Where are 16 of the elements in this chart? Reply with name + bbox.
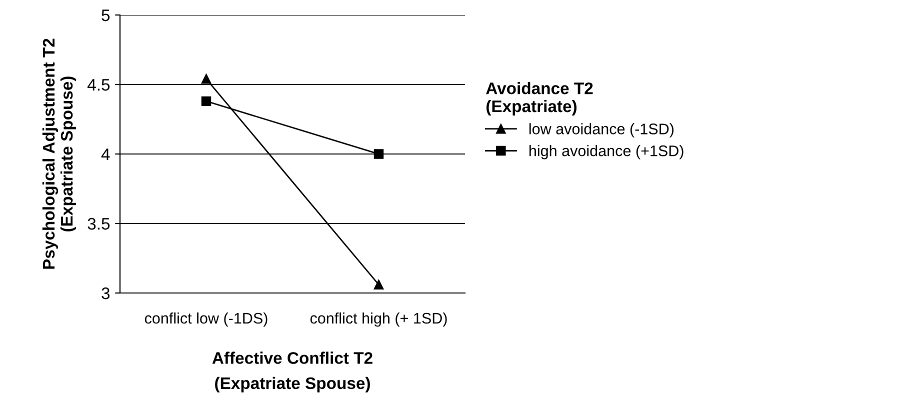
- legend-label: low avoidance (-1SD): [529, 123, 674, 138]
- y-axis-title: Psychological Adjustment T2 (Expatriate Spouse): [42, 38, 76, 269]
- y-tick-label: 3: [102, 287, 110, 300]
- point: [374, 280, 384, 290]
- point: [201, 96, 212, 106]
- y-tick-label: 3.5: [88, 218, 110, 230]
- y-tick-label: 5: [102, 10, 110, 22]
- y-tick-label: 4: [101, 148, 110, 160]
- point: [374, 149, 384, 159]
- point: [201, 74, 212, 84]
- x-tick-label: conflict high (+ 1SD): [310, 312, 447, 327]
- x-tick-label: conflict low (-1DS): [144, 312, 268, 327]
- y-tick-label: 4.5: [87, 79, 110, 91]
- legend-title: Avoidance T2 (Expatriate): [486, 82, 593, 116]
- legend-label: high avoidance (+1SD): [529, 145, 684, 160]
- x-axis-title: Affective Conflict T2 (Expatriate Spouse): [212, 352, 372, 392]
